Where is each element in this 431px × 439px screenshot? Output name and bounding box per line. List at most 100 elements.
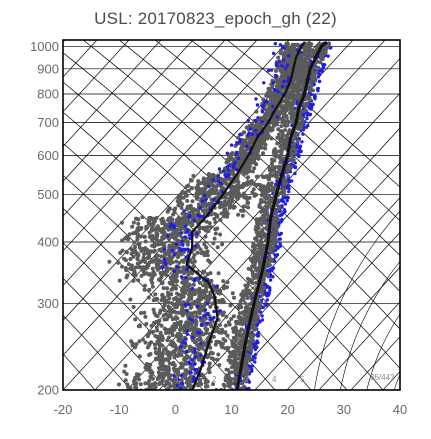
dewpoint-scatter-point (135, 373, 140, 378)
x-tick-label: 20 (280, 402, 294, 417)
temperature-scatter-point (285, 195, 290, 199)
temperature-scatter-point (185, 230, 190, 234)
dewpoint-scatter-point (163, 223, 168, 228)
ridge-scatter-point (294, 77, 298, 82)
dewpoint-scatter-point (157, 347, 162, 352)
dewpoint-scatter-point (177, 196, 182, 201)
dewpoint-scatter-point (182, 345, 187, 350)
temperature-scatter-point (309, 106, 313, 110)
temperature-scatter-point (259, 310, 263, 314)
dewpoint-scatter-point (283, 76, 287, 81)
temperature-scatter-point (254, 97, 258, 101)
temperature-scatter-point (212, 309, 216, 314)
dewpoint-scatter-point (205, 272, 210, 277)
dewpoint-scatter-point (154, 351, 159, 356)
dewpoint-scatter-point (166, 366, 171, 371)
ridge-scatter-point (288, 167, 292, 171)
dewpoint-scatter-point (145, 251, 150, 256)
dewpoint-scatter-point (175, 291, 179, 296)
temperature-scatter-point (224, 174, 229, 179)
dewpoint-scatter-point (150, 284, 155, 289)
dewpoint-scatter-point (209, 350, 214, 355)
dewpoint-scatter-point (273, 102, 278, 107)
dewpoint-scatter-point (276, 55, 281, 60)
temperature-scatter-point (195, 304, 200, 309)
dewpoint-scatter-point (206, 367, 211, 372)
ridge-scatter-point (327, 42, 331, 46)
dewpoint-scatter-point (189, 293, 194, 298)
ridge-scatter-point (300, 120, 305, 125)
temperature-scatter-point (162, 258, 167, 262)
temperature-scatter-point (235, 142, 239, 146)
dewpoint-scatter-point (192, 264, 196, 269)
ridge-scatter-point (303, 72, 307, 76)
ridge-scatter-point (252, 276, 257, 280)
dewpoint-scatter-point (139, 311, 143, 315)
temperature-scatter-point (248, 365, 253, 369)
dewpoint-scatter-point (155, 377, 160, 382)
temperature-scatter-point (238, 140, 242, 144)
dewpoint-scatter-point (189, 276, 194, 281)
dewpoint-scatter-point (240, 213, 245, 218)
ridge-scatter-point (268, 166, 273, 171)
dewpoint-scatter-point (209, 356, 214, 361)
ridge-scatter-point (257, 306, 262, 311)
temperature-scatter-point (253, 360, 257, 364)
dewpoint-scatter-point (167, 381, 172, 386)
dewpoint-scatter-point (180, 365, 185, 370)
temperature-scatter-point (266, 285, 270, 289)
ridge-scatter-point (255, 220, 260, 225)
dewpoint-scatter-point (126, 262, 131, 267)
dewpoint-scatter-point (154, 226, 159, 231)
dewpoint-scatter-point (180, 202, 185, 207)
temperature-scatter-point (198, 206, 203, 210)
ridge-scatter-point (282, 123, 287, 128)
temperature-scatter-point (180, 381, 184, 386)
temperature-scatter-point (173, 252, 177, 257)
ridge-scatter-point (306, 95, 311, 100)
dewpoint-scatter-point (152, 242, 157, 247)
dewpoint-scatter-point (213, 220, 218, 225)
temperature-scatter-point (190, 335, 195, 340)
temperature-scatter-point (181, 340, 185, 344)
dewpoint-scatter-point (185, 239, 190, 244)
y-tick-label: 1000 (30, 39, 59, 54)
temperature-scatter-point (227, 163, 231, 168)
dewpoint-scatter-point (204, 219, 209, 224)
temperature-scatter-point (247, 386, 251, 390)
dewpoint-scatter-point (202, 225, 207, 230)
dewpoint-scatter-point (175, 368, 180, 373)
dewpoint-scatter-point (211, 334, 216, 339)
dewpoint-scatter-point (163, 367, 168, 372)
dewpoint-scatter-point (131, 278, 136, 283)
y-tick-label: 500 (37, 187, 59, 202)
temperature-scatter-point (260, 318, 265, 322)
dewpoint-scatter-point (179, 221, 184, 226)
ridge-scatter-point (250, 249, 255, 253)
temperature-scatter-point (200, 322, 204, 326)
temperature-scatter-point (274, 62, 279, 66)
dewpoint-scatter-point (107, 259, 112, 264)
dewpoint-scatter-point (123, 363, 128, 368)
dewpoint-scatter-point (139, 273, 144, 278)
dewpoint-scatter-point (129, 339, 134, 344)
temperature-scatter-point (271, 104, 275, 109)
dewpoint-scatter-point (147, 230, 152, 235)
dewpoint-scatter-point (262, 137, 267, 142)
dewpoint-scatter-point (220, 341, 225, 346)
dewpoint-scatter-point (246, 205, 251, 210)
dewpoint-scatter-point (201, 179, 206, 184)
temperature-scatter-point (185, 329, 189, 333)
dewpoint-scatter-point (203, 326, 208, 331)
dewpoint-scatter-point (244, 167, 249, 172)
dewpoint-scatter-point (203, 295, 207, 300)
dewpoint-scatter-point (147, 329, 152, 334)
temperature-scatter-point (190, 318, 195, 322)
temperature-scatter-point (248, 127, 253, 131)
dewpoint-scatter-point (169, 292, 174, 297)
temperature-scatter-point (182, 209, 186, 213)
temperature-scatter-point (209, 316, 214, 321)
ridge-scatter-point (275, 141, 279, 146)
temperature-scatter-point (185, 308, 189, 313)
dewpoint-scatter-point (135, 226, 140, 231)
